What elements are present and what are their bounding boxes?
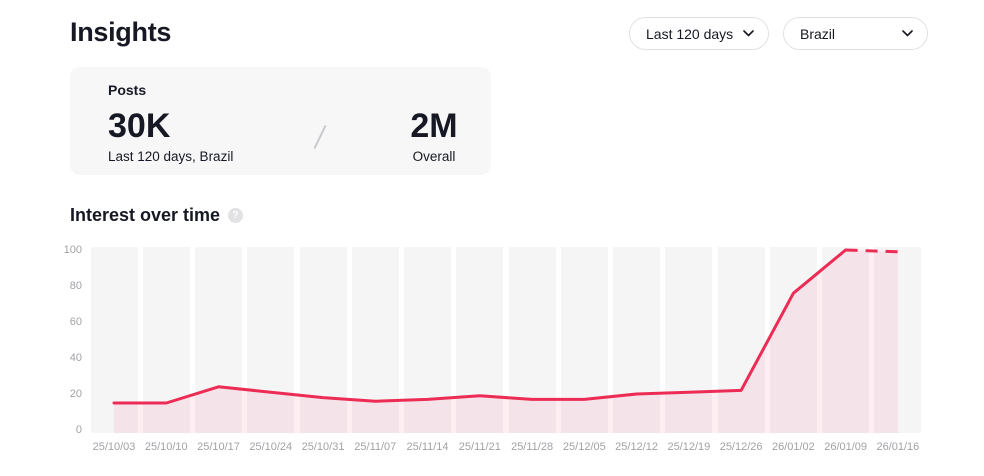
x-tick-label: 25/12/12	[615, 441, 659, 453]
y-tick-label: 20	[69, 388, 82, 400]
page-title: Insights	[70, 17, 172, 47]
posts-card-title: Posts	[108, 82, 147, 98]
help-icon[interactable]: ?	[228, 208, 244, 223]
date-range-dropdown[interactable]: Last 120 days	[629, 17, 769, 50]
interest-over-time-header: Interest over time ?	[70, 205, 244, 226]
chevron-down-icon	[743, 30, 754, 37]
column-band	[769, 247, 817, 433]
posts-overall-caption: Overall	[412, 149, 456, 164]
x-tick-label: 25/12/05	[562, 441, 606, 453]
column-band	[717, 247, 765, 433]
column-band	[665, 247, 713, 433]
x-tick-label: 25/11/28	[511, 441, 554, 453]
y-tick-label: 60	[69, 316, 82, 328]
column-band	[195, 247, 243, 433]
y-tick-label: 100	[63, 244, 82, 256]
column-band	[404, 247, 452, 433]
x-tick-label: 25/12/26	[719, 441, 763, 453]
region-dropdown[interactable]: Brazil	[783, 17, 928, 50]
date-range-value: Last 120 days	[646, 25, 734, 42]
posts-overall-value: 2M	[410, 107, 458, 145]
x-tick-label: 25/11/07	[354, 441, 397, 453]
column-band	[874, 247, 922, 433]
x-tick-label: 25/10/03	[92, 441, 136, 453]
column-band	[508, 247, 556, 433]
column-band	[613, 247, 661, 433]
x-tick-label: 25/11/14	[406, 441, 449, 453]
x-tick-label: 25/10/31	[301, 441, 345, 453]
x-tick-label: 26/01/16	[876, 441, 920, 453]
y-tick-label: 40	[69, 352, 82, 364]
x-tick-label: 25/12/19	[667, 441, 711, 453]
metric-divider-slash	[313, 124, 327, 150]
y-tick-label: 0	[75, 424, 82, 436]
section-title: Interest over time	[70, 205, 221, 225]
column-band	[560, 247, 608, 433]
x-tick-label: 26/01/09	[824, 441, 868, 453]
x-tick-label: 26/01/02	[771, 441, 815, 453]
x-axis: 25/10/03 25/10/10 25/10/17 25/10/24 25/10/31…	[0, 441, 984, 457]
posts-period-value: 30K	[108, 107, 171, 145]
posts-summary-card: Posts 30K Last 120 days, Brazil 2M Overa…	[70, 67, 491, 175]
area-fill	[114, 250, 898, 433]
column-band	[247, 247, 295, 433]
interest-over-time-chart: 0 20 40 60 80 100 25/10/03 25/10/10 25/10/17 25/…	[0, 240, 984, 470]
posts-period-metric: 30K Last 120 days, Brazil	[108, 109, 233, 164]
trend-series	[112, 248, 898, 433]
posts-period-caption: Last 120 days, Brazil	[108, 149, 234, 164]
column-band	[299, 247, 347, 433]
trend-line-dashed	[845, 248, 898, 254]
plot-area	[88, 247, 934, 433]
region-value: Brazil	[800, 25, 836, 42]
chevron-down-icon	[902, 30, 913, 37]
x-tick-label: 25/10/17	[197, 441, 240, 453]
x-tick-label: 25/10/24	[249, 441, 293, 453]
column-band	[822, 247, 870, 433]
column-band	[456, 247, 504, 433]
posts-overall-metric: 2M Overall	[374, 109, 494, 164]
y-tick-label: 80	[69, 280, 82, 292]
x-tick-label: 25/10/10	[144, 441, 188, 453]
trend-line	[112, 248, 848, 405]
x-tick-label: 25/11/21	[458, 441, 501, 453]
